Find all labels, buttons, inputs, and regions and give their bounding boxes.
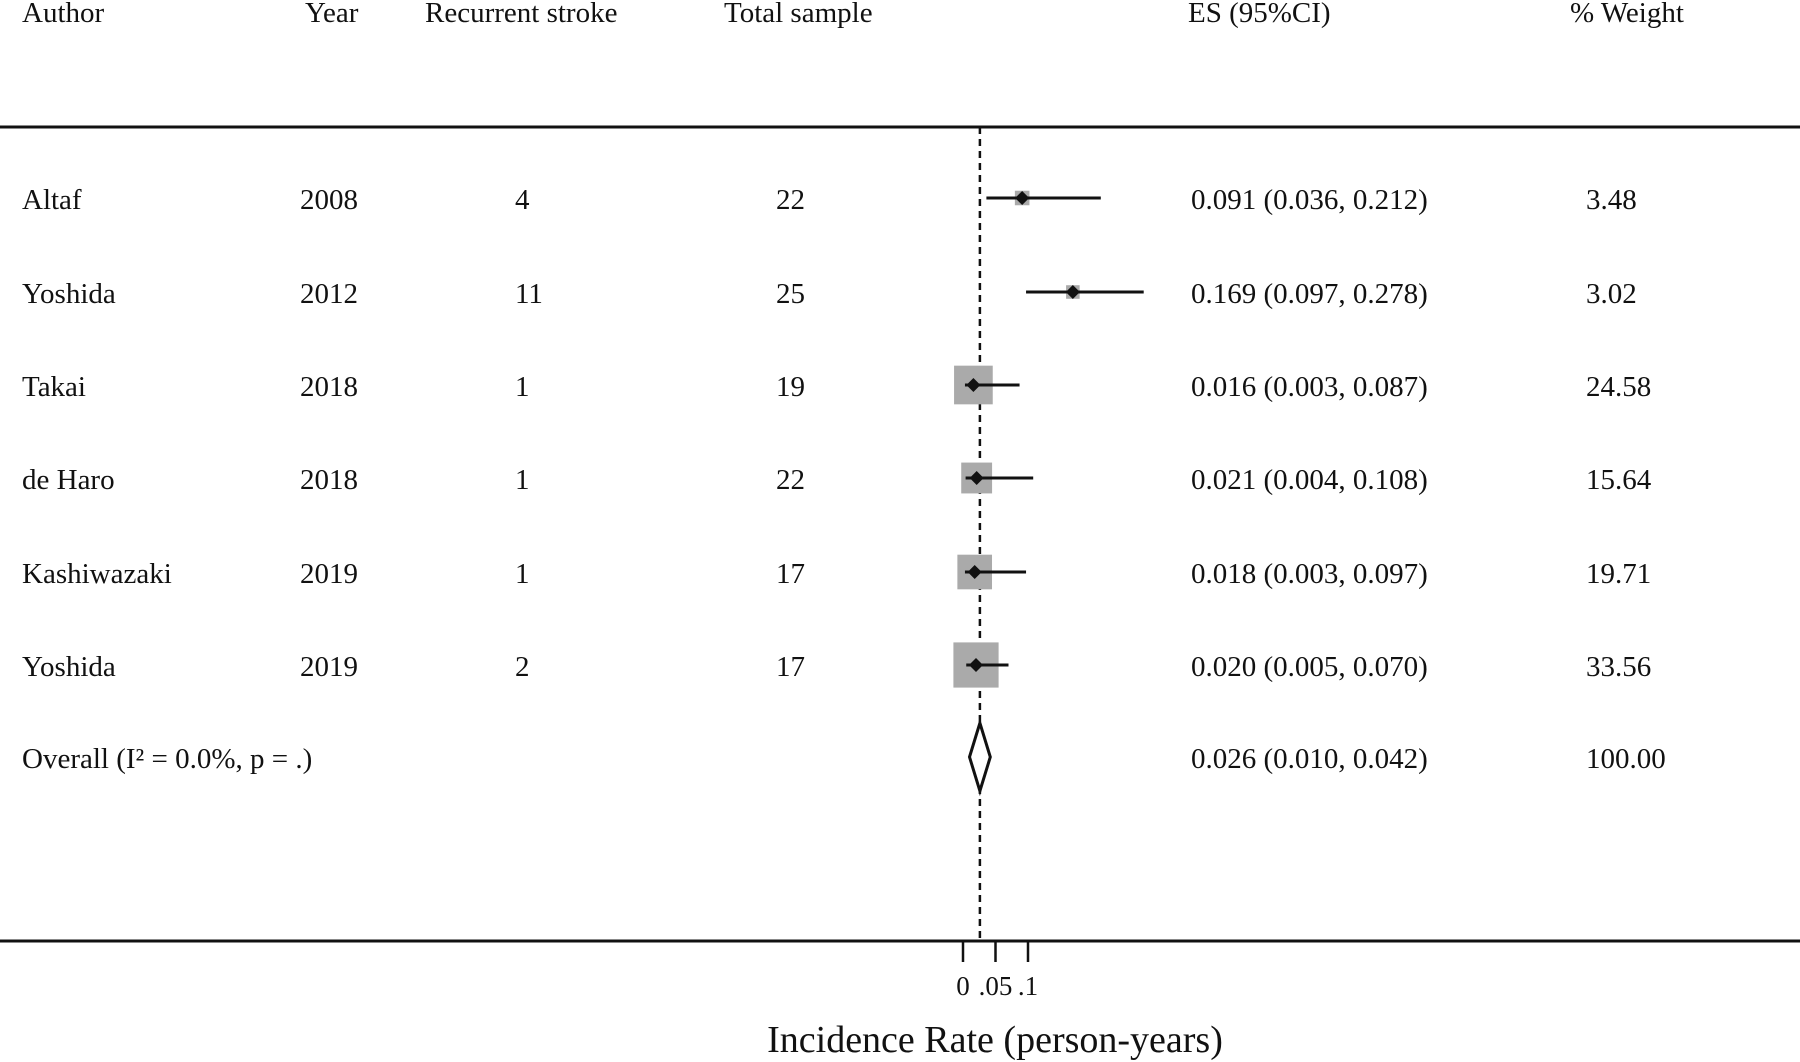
point-estimate (966, 378, 981, 392)
x-axis: 0 .05.1 (956, 941, 1038, 1001)
study-weight: 3.02 (1586, 278, 1637, 310)
header-year: Year (305, 0, 359, 29)
overall-weight-text: 100.00 (1586, 743, 1666, 775)
overall-label: Overall (I² = 0.0%, p = .) (22, 743, 312, 775)
point-estimate (967, 565, 982, 579)
study-recurrent-stroke: 2 (515, 651, 530, 683)
point-estimate (1065, 285, 1080, 299)
study-weight: 24.58 (1586, 371, 1651, 403)
study-row: Altaf 2008 4 22 0.091 (0.036, 0.212) 3.48 (22, 184, 1637, 216)
column-headers: Author Year Recurrent stroke Total sampl… (22, 0, 1684, 29)
study-author: Yoshida (22, 651, 116, 683)
study-author: Kashiwazaki (22, 558, 172, 590)
header-author: Author (22, 0, 105, 29)
study-es-ci: 0.169 (0.097, 0.278) (1191, 278, 1428, 310)
study-year: 2019 (300, 558, 358, 590)
study-year: 2012 (300, 278, 358, 310)
study-es-ci: 0.021 (0.004, 0.108) (1191, 464, 1428, 496)
study-total-sample: 19 (776, 371, 805, 403)
study-recurrent-stroke: 1 (515, 558, 530, 590)
header-weight: % Weight (1570, 0, 1684, 29)
header-total-sample: Total sample (724, 0, 873, 29)
study-total-sample: 25 (776, 278, 805, 310)
point-estimate (1015, 191, 1030, 205)
point-estimate (969, 658, 983, 672)
study-recurrent-stroke: 4 (515, 184, 530, 216)
study-weight: 3.48 (1586, 184, 1637, 216)
study-row: de Haro 2018 1 22 0.021 (0.004, 0.108) 15.64 (22, 462, 1652, 496)
overall-row: Overall (I² = 0.0%, p = .) 0.026 (0.010,… (22, 743, 1666, 775)
study-total-sample: 22 (776, 464, 805, 496)
header-es-ci: ES (95%CI) (1188, 0, 1331, 29)
study-weight: 15.64 (1586, 464, 1652, 496)
study-weight: 33.56 (1586, 651, 1651, 683)
study-weight: 19.71 (1586, 558, 1651, 590)
study-es-ci: 0.091 (0.036, 0.212) (1191, 184, 1428, 216)
study-author: Yoshida (22, 278, 116, 310)
study-author: de Haro (22, 464, 115, 496)
overall-diamond (967, 717, 992, 797)
x-tick-label: 0 (956, 971, 970, 1001)
overall-es-text: 0.026 (0.010, 0.042) (1191, 743, 1428, 775)
study-recurrent-stroke: 1 (515, 464, 530, 496)
study-total-sample: 22 (776, 184, 805, 216)
study-row: Kashiwazaki 2019 1 17 0.018 (0.003, 0.097) 19… (22, 554, 1651, 590)
overall-diamond-shape (967, 717, 992, 797)
x-tick-label: .05 (979, 971, 1013, 1001)
study-es-ci: 0.018 (0.003, 0.097) (1191, 558, 1428, 590)
study-author: Takai (22, 371, 86, 403)
study-year: 2018 (300, 464, 358, 496)
study-recurrent-stroke: 11 (515, 278, 543, 310)
study-rows: Altaf 2008 4 22 0.091 (0.036, 0.212) 3.48 Yosh… (22, 184, 1652, 688)
study-row: Yoshida 2019 2 17 0.020 (0.005, 0.070) 33.56 (22, 642, 1651, 688)
study-year: 2019 (300, 651, 358, 683)
header-recurrent-stroke: Recurrent stroke (425, 0, 617, 29)
study-es-ci: 0.020 (0.005, 0.070) (1191, 651, 1428, 683)
study-total-sample: 17 (776, 558, 805, 590)
study-total-sample: 17 (776, 651, 805, 683)
x-tick-label: .1 (1018, 971, 1038, 1001)
point-estimate (969, 471, 984, 485)
study-year: 2008 (300, 184, 358, 216)
study-author: Altaf (22, 184, 82, 216)
study-row: Takai 2018 1 19 0.016 (0.003, 0.087) 24.58 (22, 365, 1651, 405)
x-axis-title: Incidence Rate (person-years) (767, 1019, 1223, 1061)
study-year: 2018 (300, 371, 358, 403)
study-es-ci: 0.016 (0.003, 0.087) (1191, 371, 1428, 403)
study-row: Yoshida 2012 11 25 0.169 (0.097, 0.278) 3.02 (22, 278, 1637, 310)
study-recurrent-stroke: 1 (515, 371, 530, 403)
